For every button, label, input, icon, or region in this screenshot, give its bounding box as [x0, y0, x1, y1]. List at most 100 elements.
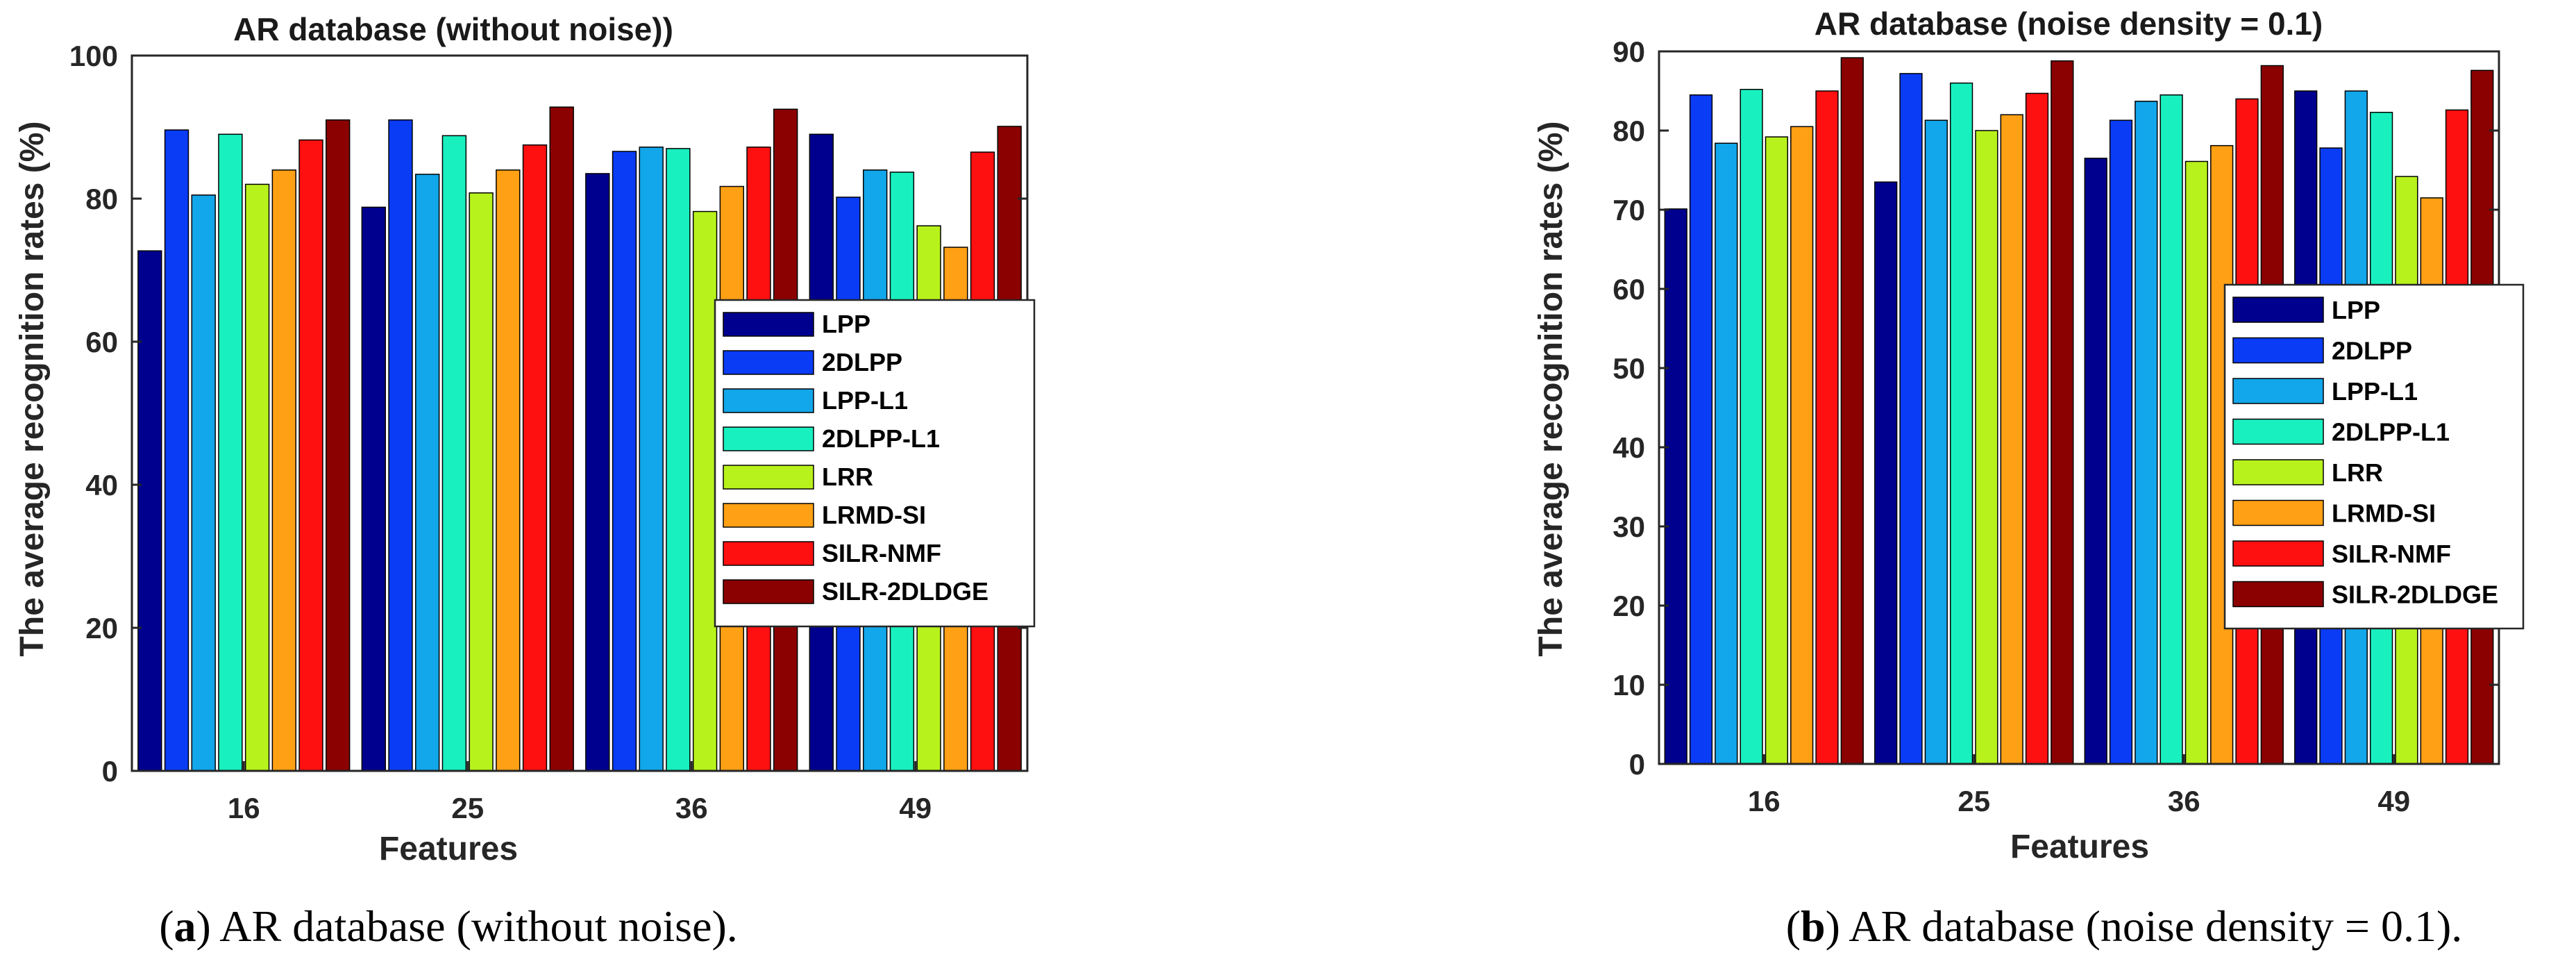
chart-b-xtick-label: 16: [1748, 785, 1781, 817]
chart-b-caption-letter: b: [1801, 901, 1826, 951]
chart-a-legend-swatch-lpp-l1: [723, 388, 814, 413]
chart-a-legend-label-2dlpp-l1: 2DLPP-L1: [822, 424, 940, 453]
chart-a-xtick-label: 49: [899, 792, 932, 824]
chart-b-xtick-label: 25: [1958, 785, 1990, 817]
chart-a-ytick-label: 80: [85, 183, 118, 215]
chart-a-xtick-label: 36: [675, 792, 708, 824]
chart-a-bar-lpp-25: [361, 206, 386, 772]
chart-a-caption: (a) AR database (without noise).: [159, 901, 738, 951]
chart-a-legend-swatch-silr-nmf: [723, 541, 814, 566]
chart-a-caption-letter: a: [174, 901, 196, 951]
chart-a-legend-label-lpp: LPP: [822, 310, 870, 338]
chart-b-legend-label-lpp: LPP: [2332, 296, 2380, 324]
chart-a-bar-2dlpp-l1-25: [441, 135, 467, 772]
chart-b-bar-2dlpp-l1-25: [1949, 82, 1973, 765]
chart-b-xtick-label: 49: [2377, 785, 2410, 817]
chart-b-legend-label-silr-2dldge: SILR-2DLDGE: [2332, 581, 2498, 609]
chart-b-bar-2dlpp-36: [2109, 119, 2133, 765]
chart-b-legend-swatch-2dlpp-l1: [2232, 418, 2324, 445]
chart-a-bar-lrr-25: [469, 192, 494, 772]
chart-b-bar-lrmd-si-25: [2000, 114, 2023, 765]
chart-b-bar-lrr-36: [2184, 160, 2209, 765]
chart-b-ytick-label: 70: [1613, 194, 1645, 226]
chart-a-xlabel: Features: [379, 831, 518, 867]
chart-a-caption-text: AR database (without noise).: [219, 901, 738, 951]
chart-b-bar-silr-nmf-16: [1815, 90, 1839, 765]
chart-b-title: AR database (noise density = 0.1): [1815, 6, 2323, 42]
chart-b-bar-lrr-25: [1975, 130, 1998, 765]
chart-a-legend-label-lpp-l1: LPP-L1: [822, 386, 908, 415]
chart-b-bar-lpp-25: [1874, 181, 1898, 765]
chart-b-bar-2dlpp-l1-36: [2160, 94, 2183, 765]
chart-b-bar-silr-2dldge-25: [2051, 60, 2074, 765]
chart-b-legend-label-2dlpp: 2DLPP: [2332, 337, 2412, 365]
chart-a-legend-swatch-lpp: [723, 312, 814, 337]
chart-a-legend-swatch-2dlpp: [723, 350, 814, 375]
chart-a-bar-lpp-l1-16: [191, 194, 216, 772]
chart-a-bar-lpp-l1-25: [415, 174, 440, 772]
chart-a-ytick-label: 40: [85, 469, 118, 501]
chart-a: AR database (without noise)) The average…: [14, 11, 1036, 951]
chart-b-legend-swatch-lrmd-si: [2232, 499, 2324, 526]
chart-a-xtick-label: 16: [228, 792, 260, 824]
chart-a-bar-lrr-36: [692, 210, 718, 772]
chart-b-ytick-label: 90: [1613, 35, 1645, 68]
chart-a-ytick-label: 0: [102, 755, 118, 788]
chart-a-title: AR database (without noise)): [233, 11, 673, 47]
chart-a-bar-lrmd-si-16: [271, 169, 296, 772]
chart-a-legend-swatch-silr-2dldge: [723, 579, 814, 604]
chart-b-bar-lpp-16: [1664, 208, 1687, 765]
chart-a-legend-swatch-lrmd-si: [723, 503, 814, 528]
chart-a-ytick-label: 100: [69, 40, 118, 72]
chart-a-bar-lpp-l1-36: [639, 147, 664, 772]
chart-b-bar-silr-2dldge-16: [1840, 57, 1864, 765]
chart-a-bar-2dlpp-l1-16: [218, 133, 243, 772]
chart-b-bar-lpp-l1-16: [1715, 142, 1738, 765]
chart-b-bar-2dlpp-16: [1689, 94, 1713, 765]
chart-a-bar-lrmd-si-25: [496, 169, 521, 772]
chart-a-ytick-label: 60: [85, 326, 118, 358]
chart-b-bar-lpp-l1-36: [2135, 101, 2158, 765]
chart-b-legend-swatch-lrr: [2232, 459, 2324, 485]
chart-a-bar-2dlpp-36: [612, 151, 637, 772]
chart-b-legend-swatch-lpp-l1: [2232, 378, 2324, 404]
chart-b-legend-label-lpp-l1: LPP-L1: [2332, 377, 2418, 406]
chart-b: AR database (noise density = 0.1) The av…: [1533, 6, 2525, 951]
chart-b-bar-lpp-l1-25: [1924, 119, 1948, 765]
chart-b-legend-label-lrr: LRR: [2332, 458, 2383, 487]
chart-a-bar-silr-nmf-25: [522, 144, 548, 772]
chart-b-legend-swatch-silr-2dldge: [2232, 581, 2324, 608]
chart-a-bar-2dlpp-l1-36: [666, 148, 691, 772]
chart-b-ytick-label: 20: [1613, 590, 1645, 622]
chart-b-bar-silr-nmf-25: [2025, 92, 2049, 765]
chart-a-bar-lpp-16: [137, 250, 162, 772]
chart-b-ylabel: The average recognition rates (%): [1533, 122, 1569, 657]
chart-b-plot: 0 10 20 30 40 50 60 70 80 90 16 25 36 49 LPP 2DLPP LPP-L…: [1613, 35, 2525, 817]
chart-b-bar-lpp-36: [2084, 158, 2107, 765]
chart-a-legend-label-lrmd-si: LRMD-SI: [822, 501, 926, 529]
chart-b-xlabel: Features: [2010, 829, 2149, 865]
chart-b-ytick-label: 0: [1629, 748, 1645, 781]
chart-b-bar-2dlpp-l1-16: [1740, 88, 1763, 765]
chart-a-ylabel: The average recognition rates (%): [14, 122, 51, 657]
chart-a-bar-lrr-16: [244, 183, 270, 772]
chart-b-ytick-label: 50: [1613, 352, 1645, 385]
chart-b-xtick-label: 36: [2168, 785, 2200, 817]
chart-a-legend-label-silr-nmf: SILR-NMF: [822, 539, 941, 567]
chart-a-plot: 0 20 40 60 80 100 16 25 36 49 LPP 2DLPP LPP-L1 2DLPP-…: [69, 40, 1036, 824]
chart-a-bar-silr-2dldge-25: [549, 106, 574, 772]
chart-a-legend-label-lrr: LRR: [822, 463, 873, 491]
chart-b-bar-lrr-16: [1765, 136, 1789, 765]
chart-a-legend-label-silr-2dldge: SILR-2DLDGE: [822, 577, 988, 606]
chart-a-legend-swatch-2dlpp-l1: [723, 426, 814, 451]
chart-b-legend: LPP 2DLPP LPP-L1 2DLPP-L1 LRR LRMD-SI SILR-NMF…: [2223, 283, 2525, 630]
chart-a-bar-silr-2dldge-16: [326, 119, 351, 772]
chart-b-ytick-label: 10: [1613, 669, 1645, 701]
chart-b-bar-2dlpp-25: [1899, 73, 1923, 765]
chart-b-legend-label-lrmd-si: LRMD-SI: [2332, 499, 2436, 528]
chart-b-ytick-label: 80: [1613, 115, 1645, 147]
chart-b-ytick-label: 40: [1613, 431, 1645, 464]
chart-a-xtick-label: 25: [451, 792, 484, 824]
chart-a-bar-silr-nmf-16: [298, 139, 323, 772]
